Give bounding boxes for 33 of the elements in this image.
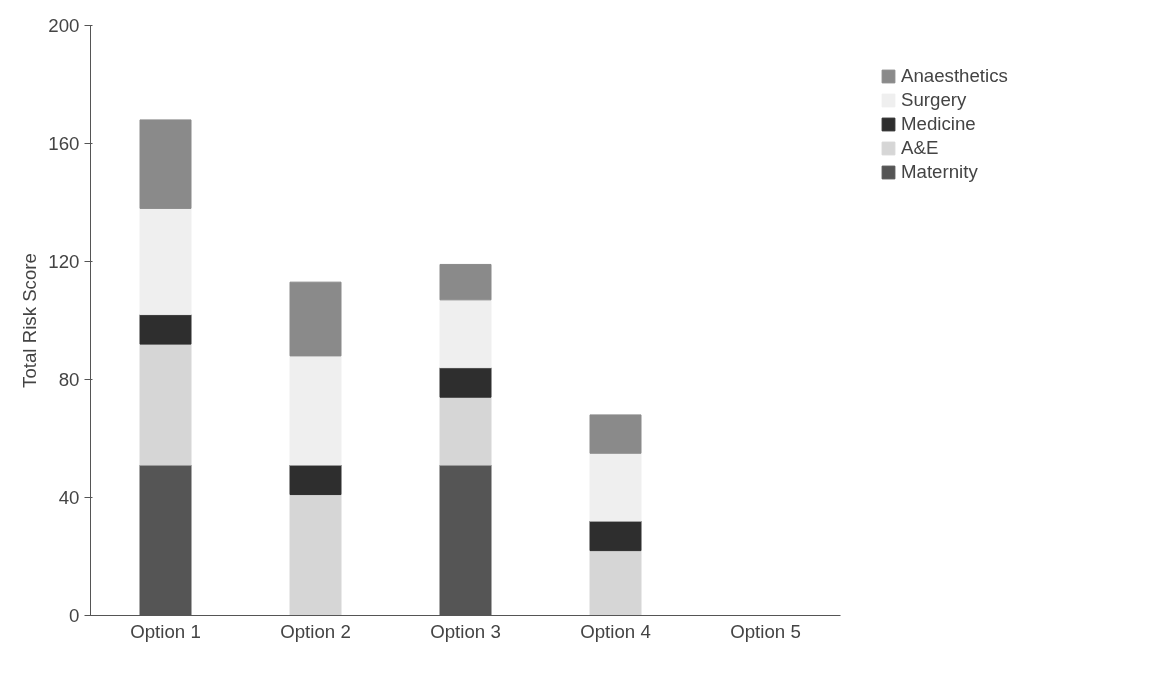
bar [439,396,492,466]
bar [139,119,192,209]
bar [289,355,342,466]
x-tick-label: Option 4 [580,620,651,642]
bar [289,281,342,357]
bar [139,207,192,316]
y-tick-label: 160 [48,133,80,154]
bar [439,263,492,301]
bar [139,343,192,466]
y-tick-label: 80 [58,369,80,390]
y-axis-title: Total Risk Score [19,253,41,388]
x-tick-label: Option 3 [430,620,501,642]
y-tick-label: 0 [69,605,80,626]
legend-label: Maternity [901,161,978,183]
bar [289,494,342,616]
legend-label: Surgery [901,89,967,111]
y-tick-label: 120 [48,251,80,272]
y-tick-label: 200 [48,15,80,36]
x-tick-label: Option 5 [730,620,801,642]
bar [139,314,192,345]
bar [439,299,492,369]
bar [589,452,642,522]
legend-label: Anaesthetics [901,65,1008,87]
y-tick-label: 40 [58,487,80,508]
bar [589,550,642,616]
x-tick-label: Option 2 [280,620,351,642]
bar [439,367,492,398]
bar [589,414,642,454]
legend-label: A&E [901,137,939,159]
legend-label: Medicine [901,113,976,135]
x-tick-label: Option 1 [130,620,201,642]
bar [289,464,342,496]
bar [589,520,642,552]
